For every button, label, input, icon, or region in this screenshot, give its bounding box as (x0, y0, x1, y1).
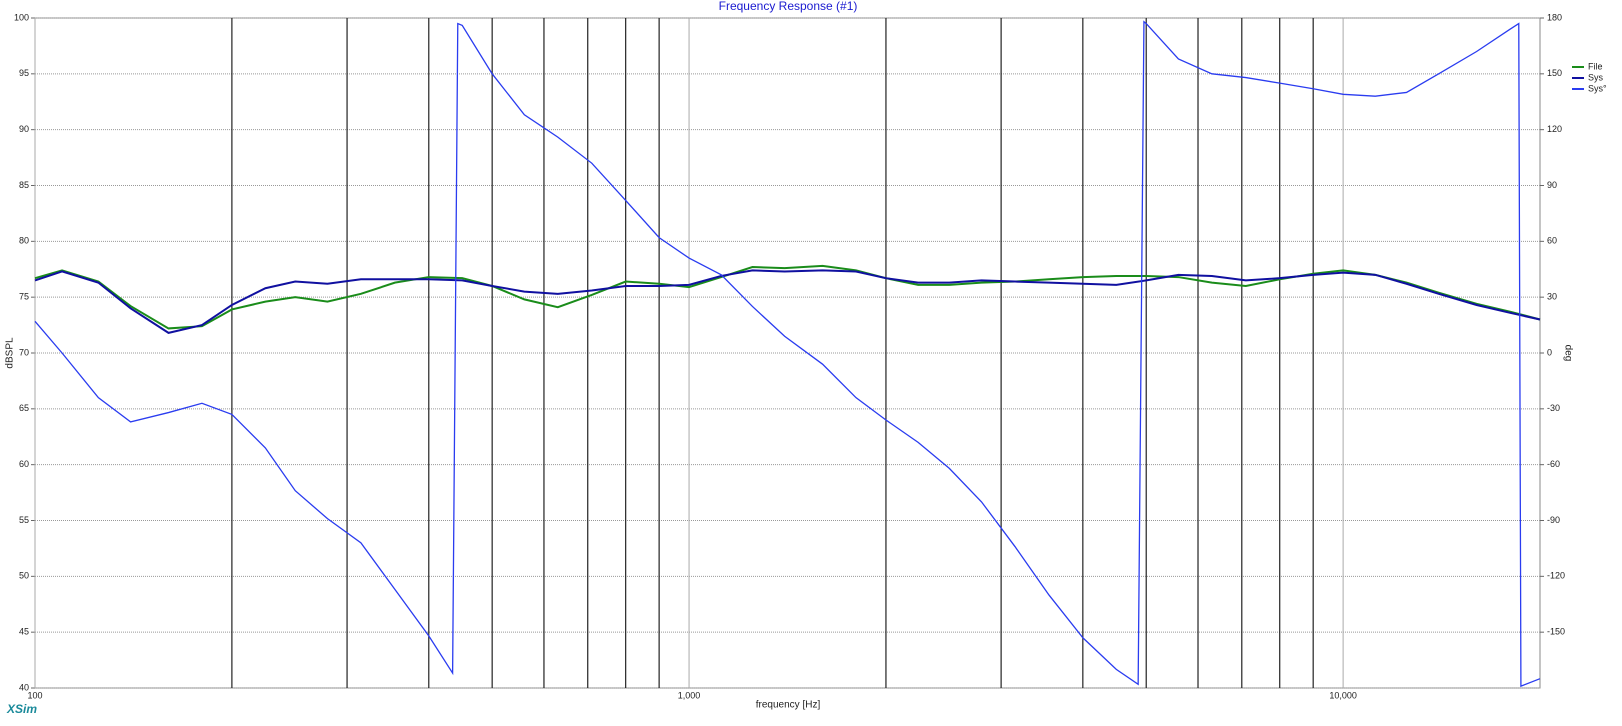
x-tick-label: 1,000 (678, 690, 701, 700)
y-tick-label: 70 (19, 347, 29, 357)
legend-label: Sys (1588, 72, 1604, 82)
y2-tick-label: 120 (1547, 124, 1562, 134)
y-tick-label: 85 (19, 180, 29, 190)
y2-tick-label: 150 (1547, 68, 1562, 78)
y2-tick-label: 60 (1547, 236, 1557, 246)
x-tick-label: 100 (27, 690, 42, 700)
y-axis-label: dBSPL (5, 337, 16, 369)
legend-label: Sys° (1588, 83, 1607, 93)
y2-tick-label: 90 (1547, 180, 1557, 190)
y2-tick-label: -30 (1547, 403, 1560, 413)
y2-tick-label: 30 (1547, 292, 1557, 302)
y-tick-label: 60 (19, 459, 29, 469)
y-tick-label: 45 (19, 627, 29, 637)
series-line (34, 20, 1541, 688)
y2-axis-label: deg (1562, 345, 1573, 362)
y-tick-label: 40 (19, 682, 29, 692)
y2-tick-label: -120 (1547, 571, 1565, 581)
y-tick-label: 100 (14, 12, 29, 22)
y-tick-label: 50 (19, 571, 29, 581)
y-tick-label: 65 (19, 403, 29, 413)
y2-tick-label: 180 (1547, 12, 1562, 22)
y-tick-label: 75 (19, 292, 29, 302)
y-tick-label: 80 (19, 236, 29, 246)
x-tick-label: 10,000 (1329, 690, 1357, 700)
chart-title: Frequency Response (#1) (719, 0, 858, 13)
y-tick-label: 95 (19, 68, 29, 78)
legend-label: File (1588, 61, 1603, 71)
y2-tick-label: -90 (1547, 515, 1560, 525)
y2-tick-label: -150 (1547, 627, 1565, 637)
brand-logo: XSim (6, 702, 37, 716)
x-axis-label: frequency [Hz] (756, 700, 821, 711)
y-tick-label: 90 (19, 124, 29, 134)
y2-tick-label: -60 (1547, 459, 1560, 469)
series-line (34, 269, 1541, 334)
y-tick-label: 55 (19, 515, 29, 525)
y2-tick-label: 0 (1547, 347, 1552, 357)
